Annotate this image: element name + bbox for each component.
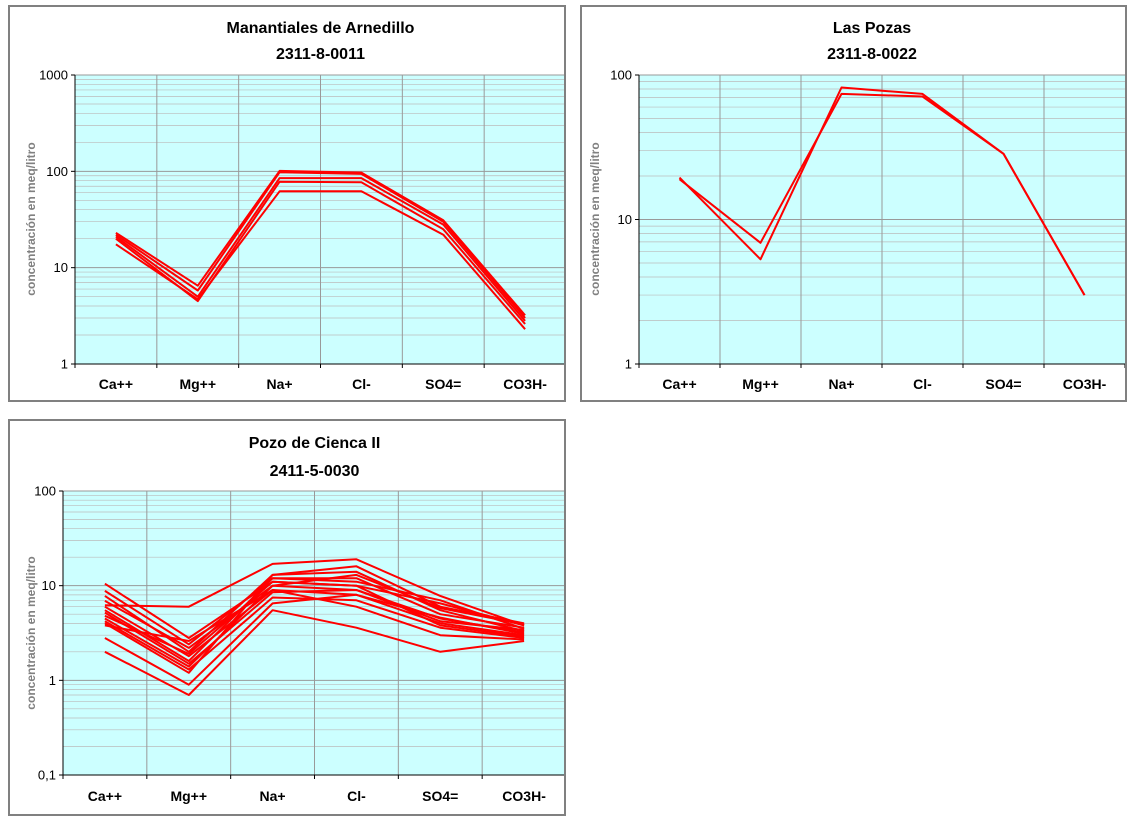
series-line-5 — [104, 558, 525, 627]
chart-subtitle: 2311-8-0022 — [827, 46, 917, 63]
series-line-2 — [678, 92, 1086, 296]
series-line-10 — [104, 573, 525, 668]
y-tick-label: 10 — [54, 260, 68, 275]
chart-panel-las-pozas: 1 10 100 Ca++ Mg++ Na+ Cl- SO4= CO3H- Las Pozas 23… — [580, 5, 1127, 402]
series-line-7 — [104, 577, 525, 662]
x-category-label: Cl- — [913, 376, 932, 392]
x-category-label: SO4= — [422, 788, 458, 804]
x-category-label: SO4= — [425, 376, 461, 392]
x-category-label: Na+ — [267, 376, 293, 392]
series-line-14 — [104, 593, 525, 686]
y-tick-label: 1 — [625, 357, 632, 372]
y-tick-label: 0,1 — [38, 768, 56, 783]
y-tick-label: 100 — [610, 68, 632, 83]
y-tick-label: 1 — [49, 673, 56, 688]
chart-pozo-cienca: 0,1 1 10 100 Ca++ Mg++ Na+ Cl- SO4= CO3H- Pozo de … — [24, 435, 564, 804]
series-line-3 — [104, 570, 525, 653]
chart-title: Las Pozas — [833, 20, 911, 37]
chart-panel-pozo-cienca: 0,1 1 10 100 Ca++ Mg++ Na+ Cl- SO4= CO3H- Pozo de … — [8, 419, 566, 816]
y-tick-label: 100 — [34, 484, 56, 499]
y-tick-label: 10 — [42, 578, 56, 593]
x-category-label: Na+ — [260, 788, 286, 804]
y-tick-label: 1000 — [39, 68, 68, 83]
series-line-15 — [104, 609, 525, 696]
series-line-9 — [104, 580, 525, 655]
chart-title: Manantiales de Arnedillo — [227, 20, 415, 37]
y-axis-label: concentración en meq/litro — [588, 142, 602, 295]
x-category-label: Ca++ — [99, 376, 133, 392]
series-line-3 — [115, 177, 526, 322]
x-category-label: CO3H- — [1063, 376, 1107, 392]
y-axis-label: concentración en meq/litro — [24, 142, 38, 295]
plot-area — [75, 75, 564, 364]
y-tick-label: 1 — [61, 357, 68, 372]
x-category-label: Na+ — [828, 376, 854, 392]
chart-arnedillo: 1 10 100 1000 Ca++ Mg++ Na+ Cl- SO4= CO3H- Mananti… — [24, 20, 564, 392]
x-category-label: Cl- — [352, 376, 371, 392]
x-category-label: CO3H- — [503, 376, 547, 392]
chart-title: Pozo de Cienca II — [249, 435, 381, 452]
x-category-label: Cl- — [347, 788, 366, 804]
series-line-12 — [104, 565, 525, 674]
x-category-label: Mg++ — [179, 376, 216, 392]
y-tick-label: 100 — [46, 164, 68, 179]
chart-panel-arnedillo: 1 10 100 1000 Ca++ Mg++ Na+ Cl- SO4= CO3H- Mananti… — [8, 5, 566, 402]
x-category-label: CO3H- — [502, 788, 546, 804]
x-category-label: SO4= — [985, 376, 1021, 392]
y-tick-label: 10 — [618, 212, 632, 227]
chart-subtitle: 2411-5-0030 — [270, 463, 360, 480]
x-category-label: Mg++ — [742, 376, 779, 392]
chart-las-pozas: 1 10 100 Ca++ Mg++ Na+ Cl- SO4= CO3H- Las Pozas 23… — [588, 20, 1125, 392]
x-category-label: Mg++ — [170, 788, 207, 804]
x-category-label: Ca++ — [88, 788, 122, 804]
y-axis-label: concentración en meq/litro — [24, 556, 38, 709]
chart-subtitle: 2311-8-0011 — [276, 46, 365, 63]
series-line-2 — [115, 171, 526, 319]
series-line-8 — [104, 589, 525, 665]
series-line-1 — [115, 169, 526, 316]
series-line-5 — [115, 190, 526, 330]
x-category-label: Ca++ — [662, 376, 696, 392]
